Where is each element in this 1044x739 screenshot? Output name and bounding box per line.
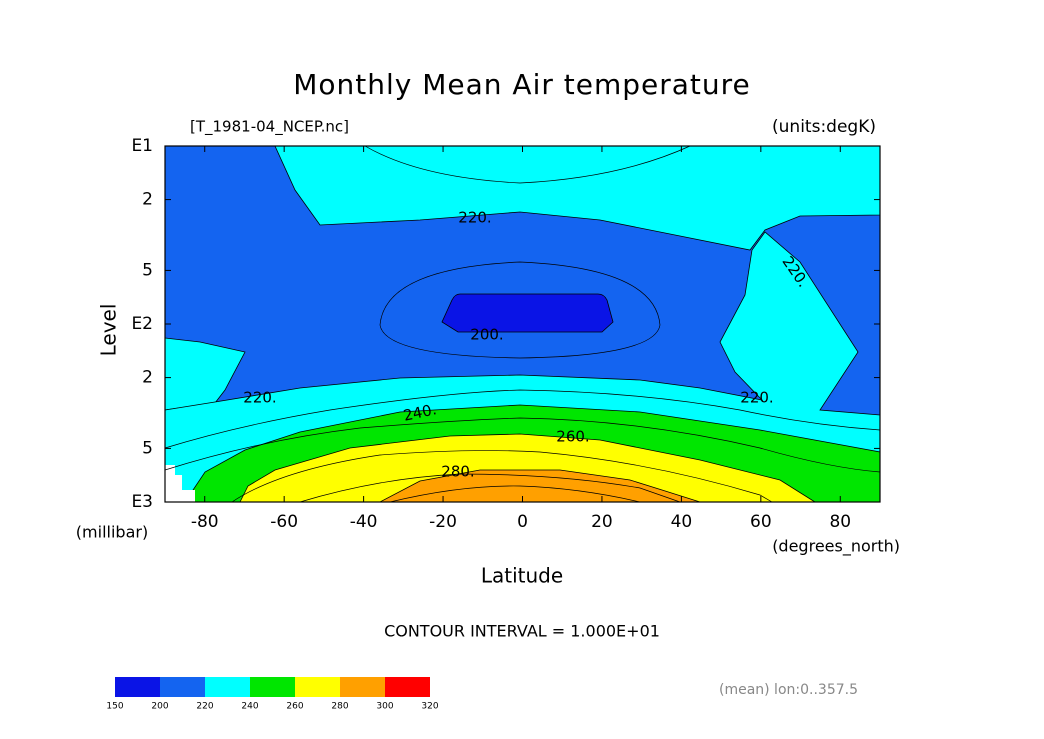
- x-tick-label: -20: [429, 512, 457, 532]
- contour-label: 220.: [243, 389, 276, 407]
- contour-interval: CONTOUR INTERVAL = 1.000E+01: [384, 622, 660, 641]
- chart-title: Monthly Mean Air temperature: [293, 68, 751, 101]
- x-tick-label: 60: [750, 512, 772, 532]
- x-axis-label: Latitude: [481, 564, 563, 588]
- colorbar-label: 200: [151, 702, 168, 712]
- x-tick-label: -60: [270, 512, 298, 532]
- colorbar-label: 280: [331, 702, 348, 712]
- band-150-200: [441, 293, 614, 333]
- x-tick-label: 0: [517, 512, 528, 532]
- contour-line: [231, 450, 773, 503]
- contour-line: [164, 389, 881, 449]
- contour-line: [389, 485, 641, 503]
- colorbar-label: 150: [106, 702, 123, 712]
- colorbar-swatch: [295, 677, 340, 697]
- colorbar-swatch: [160, 677, 205, 697]
- x-tick-label: -40: [350, 512, 378, 532]
- contour-line: [379, 261, 661, 359]
- y-tick-label: 5: [142, 260, 153, 280]
- subtitle: [T_1981-04_NCEP.nc]: [190, 118, 349, 137]
- colorbar-swatch: [340, 677, 385, 697]
- y-tick-label: 2: [142, 190, 153, 210]
- contour-label: 220.: [458, 209, 491, 227]
- colorbar-label: 320: [421, 702, 438, 712]
- colorbar-label: 220: [196, 702, 213, 712]
- x-tick-label: 40: [671, 512, 693, 532]
- y-axis-label: Level: [97, 304, 121, 357]
- y-tick-label: 2: [142, 368, 153, 388]
- colorbar-swatch: [385, 677, 430, 697]
- colorbar-label: 240: [241, 702, 258, 712]
- contour-line: [164, 417, 881, 473]
- units: (units:degK): [772, 117, 876, 137]
- x-tick-label: 20: [591, 512, 613, 532]
- band-280-300: [379, 469, 701, 503]
- y-tick-label: 5: [142, 438, 153, 458]
- y-tick-label: E3: [131, 492, 153, 512]
- colorbar-swatch: [250, 677, 295, 697]
- y-tick-label: E1: [131, 136, 153, 156]
- contour-label: 200.: [470, 326, 503, 344]
- contour-label: 220.: [740, 389, 773, 407]
- colorbar-swatch: [115, 677, 160, 697]
- band-260-280: [239, 433, 817, 503]
- note: (mean) lon:0..357.5: [719, 682, 858, 698]
- contour-line: [299, 473, 681, 503]
- colorbar-label: 260: [286, 702, 303, 712]
- y-tick-label: E2: [131, 314, 153, 334]
- x-tick-label: 80: [829, 512, 851, 532]
- colorbar-swatch: [205, 677, 250, 697]
- x-unit: (degrees_north): [772, 537, 900, 557]
- y-unit: (millibar): [76, 523, 148, 542]
- colorbar-label: 300: [376, 702, 393, 712]
- contour-label: 280.: [441, 463, 474, 481]
- contour-label: 260.: [556, 428, 589, 446]
- x-tick-label: -80: [191, 512, 219, 532]
- contour-line: [364, 145, 691, 184]
- missing-data: [165, 465, 195, 502]
